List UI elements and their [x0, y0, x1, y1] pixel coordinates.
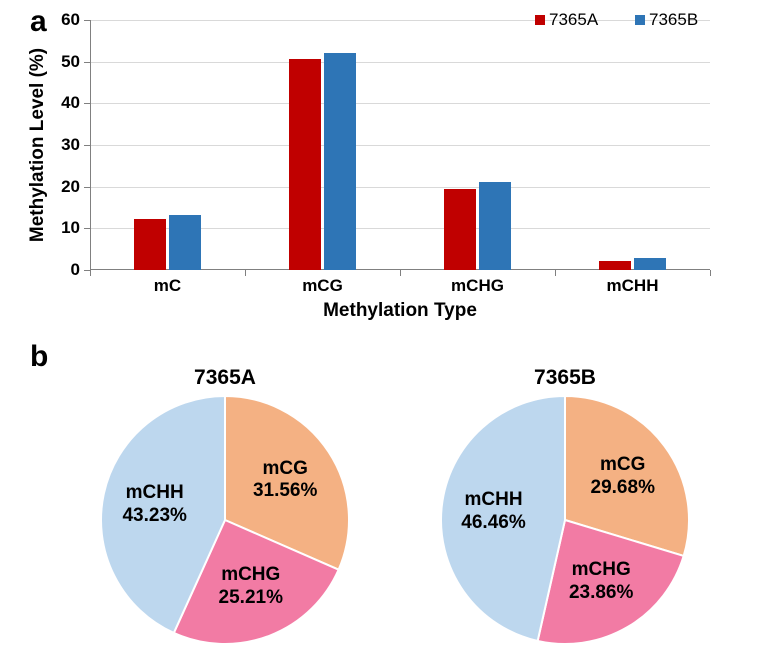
pie-slice-label-mCHG: mCHG23.86% [569, 559, 633, 605]
pie-left-title: 7365A [194, 366, 256, 390]
bar-7365A-mCHG [444, 189, 476, 270]
pie-slice-label-mCHH: mCHH46.46% [461, 489, 525, 535]
panel-a-label: a [30, 5, 47, 39]
x-tick-label: mCG [302, 270, 343, 296]
bar-7365A-mC [134, 219, 166, 270]
x-tick-mark [90, 270, 91, 276]
gridline [90, 187, 710, 188]
pie-right-title: 7365B [534, 366, 596, 390]
legend-swatch [635, 15, 645, 25]
bar-7365A-mCG [289, 59, 321, 270]
pie-slice-label-mCG: mCG29.68% [591, 454, 655, 500]
pie-chart-7365A: mCG31.56% mCHG25.21% mCHH43.23% [101, 396, 349, 644]
pie-slice-label-mCHH: mCHH43.23% [122, 482, 186, 528]
bar-chart: 0102030405060mCmCGmCHGmCHH [90, 20, 710, 270]
x-tick-mark [710, 270, 711, 276]
pie-chart-7365B: mCG29.68% mCHG23.86% mCHH46.46% [441, 396, 689, 644]
gridline [90, 62, 710, 63]
panel-b-label: b [30, 340, 48, 374]
bar-chart-x-axis-label: Methylation Type [323, 300, 477, 322]
bar-chart-y-axis-label: Methylation Level (%) [27, 48, 49, 242]
legend-label: 7365A [545, 10, 598, 30]
x-tick-mark [245, 270, 246, 276]
x-tick-label: mCHG [451, 270, 504, 296]
legend-label: 7365B [645, 10, 698, 30]
bar-7365B-mC [169, 215, 201, 270]
legend-item-7365A: 7365A [535, 10, 598, 30]
x-tick-mark [400, 270, 401, 276]
bar-7365B-mCG [324, 53, 356, 271]
bar-7365A-mCHH [599, 261, 631, 270]
x-tick-mark [555, 270, 556, 276]
legend-swatch [535, 15, 545, 25]
pie-slice-label-mCHG: mCHG25.21% [219, 564, 283, 610]
gridline [90, 20, 710, 21]
gridline [90, 103, 710, 104]
x-tick-label: mC [154, 270, 181, 296]
x-tick-label: mCHH [607, 270, 659, 296]
legend-item-7365B: 7365B [635, 10, 698, 30]
pie-slice-label-mCG: mCG31.56% [253, 458, 317, 504]
bar-7365B-mCHH [634, 258, 666, 271]
y-axis-line [90, 20, 91, 270]
bar-7365B-mCHG [479, 182, 511, 270]
gridline [90, 145, 710, 146]
